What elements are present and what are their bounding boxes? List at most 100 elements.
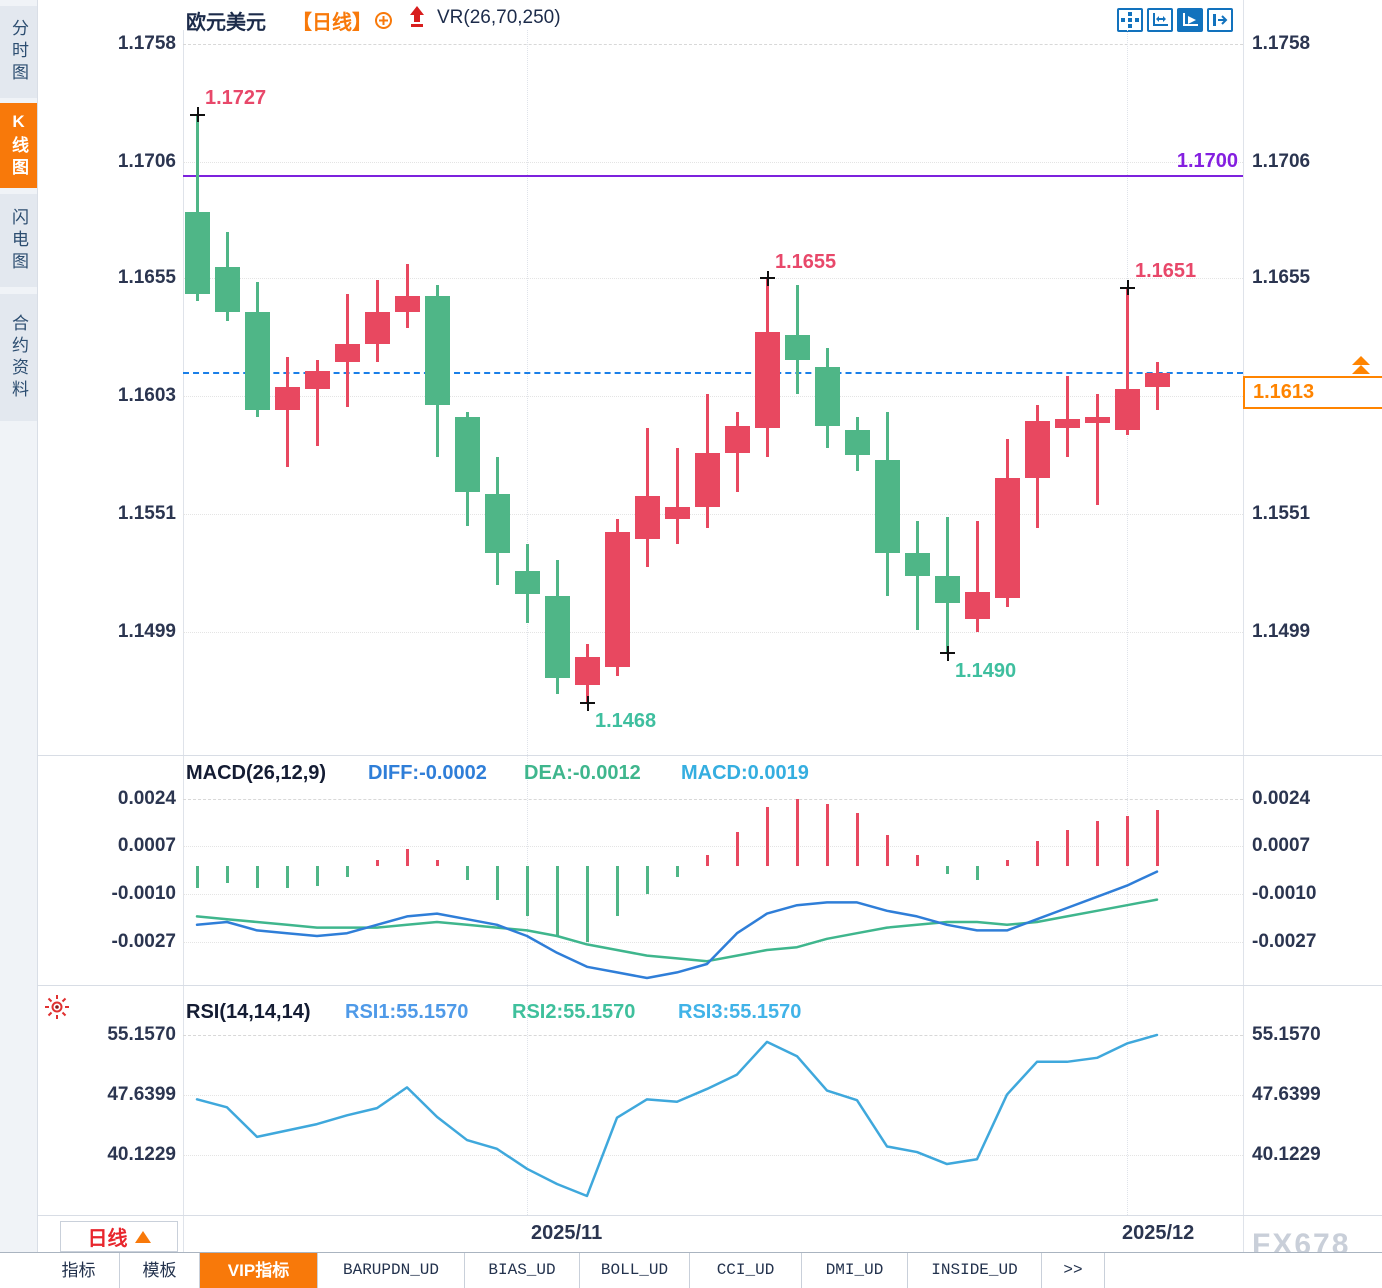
candle-wick: [286, 357, 289, 467]
resistance-line: [183, 174, 1243, 177]
candle-body: [545, 596, 570, 678]
macd-axis-label: 0.0024: [117, 787, 176, 809]
sidebar-item-timeline-chart[interactable]: 分时图: [0, 6, 37, 98]
candle-body: [905, 552, 930, 576]
candle-body: [695, 452, 720, 508]
price-gridline: [183, 162, 1243, 163]
sun-marker-icon[interactable]: [44, 994, 70, 1025]
candle-body: [815, 366, 840, 426]
price-annotation: 1.1468: [595, 709, 657, 732]
macd-diff-value: DIFF:-0.0002: [368, 762, 487, 784]
macd-histogram-bar: [1036, 840, 1039, 866]
macd-histogram-bar: [496, 866, 499, 900]
macd-histogram-bar: [346, 866, 349, 878]
macd-histogram-bar: [736, 832, 739, 866]
sidebar-item-lightning-chart[interactable]: 闪电图: [0, 194, 37, 287]
price-gridline: [183, 396, 1243, 398]
price-gridline: [183, 514, 1243, 516]
price-axis-label: 1.1758: [1252, 32, 1311, 54]
price-axis-label: 1.1655: [117, 266, 176, 288]
candle-body: [365, 311, 390, 344]
tab-boll-ud[interactable]: BOLL_UD: [580, 1253, 690, 1288]
period-selector[interactable]: 日线: [60, 1221, 178, 1252]
macd-histogram-bar: [436, 860, 439, 866]
tab-inside-ud[interactable]: INSIDE_UD: [908, 1253, 1042, 1288]
tab-indicators[interactable]: 指标: [38, 1253, 120, 1288]
macd-axis-label: 0.0007: [117, 835, 176, 857]
macd-axis-label: -0.0010: [111, 883, 176, 904]
macd-dea-value: DEA:-0.0012: [524, 762, 641, 784]
rsi-axis-label: 47.6399: [107, 1084, 176, 1106]
period-selector-label: 日线: [87, 1228, 128, 1250]
candle-body: [1115, 389, 1140, 431]
price-gridline: [183, 277, 1243, 279]
price-annotation: 1.1655: [775, 250, 837, 273]
candle-body: [1025, 421, 1050, 478]
tab-bias-ud[interactable]: BIAS_UD: [465, 1253, 580, 1288]
tab-barupdn-ud[interactable]: BARUPDN_UD: [318, 1253, 465, 1288]
price-annotation: 1.1490: [955, 659, 1017, 682]
price-axis-label: 1.1499: [117, 621, 176, 643]
price-annotation: 1.1651: [1135, 260, 1197, 282]
last-price-tag: 1.1613: [1243, 376, 1382, 410]
macd-histogram-bar: [1096, 821, 1099, 866]
macd-histogram-bar: [1126, 815, 1129, 866]
tab-more[interactable]: >>: [1042, 1253, 1105, 1288]
red-up-arrow-icon: [408, 5, 426, 34]
candle-body: [305, 371, 330, 390]
macd-gridline: [183, 846, 1243, 848]
macd-axis-label: -0.0010: [1252, 883, 1317, 904]
macd-histogram-bar: [226, 866, 229, 883]
circle-plus-icon[interactable]: [374, 11, 393, 35]
macd-histogram-bar: [766, 807, 769, 866]
macd-histogram-bar: [526, 866, 529, 917]
rsi-axis-label: 40.1229: [1252, 1144, 1321, 1166]
candle-body: [875, 459, 900, 553]
rsi3-value: RSI3:55.1570: [678, 1001, 802, 1023]
sidebar: 分时图 K线图 闪电图 合约资料: [0, 0, 38, 1288]
macd-axis-label: -0.0027: [1252, 930, 1317, 952]
macd-histogram-bar: [916, 854, 919, 866]
macd-histogram-bar: [886, 835, 889, 866]
tab-dmi-ud[interactable]: DMI_UD: [802, 1253, 908, 1288]
rsi-axis-label: 40.1229: [107, 1144, 176, 1166]
sidebar-item-kline-chart[interactable]: K线图: [0, 103, 37, 188]
macd-histogram-bar: [976, 866, 979, 880]
macd-gridline: [183, 941, 1243, 943]
tab-cci-ud[interactable]: CCI_UD: [690, 1253, 802, 1288]
candle-body: [275, 386, 300, 410]
price-gridline: [183, 43, 1243, 45]
rsi-panel-separator[interactable]: [37, 985, 1382, 986]
macd-histogram-bar: [946, 866, 949, 875]
candle-wick: [1126, 287, 1129, 435]
period-tag[interactable]: 【日线】: [292, 12, 372, 34]
macd-histogram-bar: [856, 812, 859, 866]
axis-zoom-icon[interactable]: [1147, 8, 1173, 32]
macd-histogram-bar: [646, 866, 649, 894]
candle-body: [935, 575, 960, 603]
sidebar-item-contract-info[interactable]: 合约资料: [0, 294, 37, 421]
tab-templates[interactable]: 模板: [120, 1253, 200, 1288]
candle-body: [755, 332, 780, 428]
scroll-latest-icon[interactable]: [1207, 8, 1233, 32]
candle-body: [845, 430, 870, 456]
macd-panel-separator[interactable]: [37, 755, 1382, 756]
tab-vip-indicators[interactable]: VIP指标: [200, 1253, 318, 1288]
candle-body: [425, 296, 450, 406]
candle-body: [515, 571, 540, 594]
candle-wick: [1096, 393, 1099, 506]
macd-histogram-bar: [286, 866, 289, 889]
rsi2-value: RSI2:55.1570: [512, 1001, 636, 1023]
pan-crosshair-icon[interactable]: [1117, 8, 1143, 32]
macd-title: MACD(26,12,9): [186, 762, 327, 784]
chart-toolbar: [1117, 8, 1233, 32]
candle-body: [635, 496, 660, 540]
macd-histogram-bar: [1066, 829, 1069, 866]
candle-body: [965, 591, 990, 619]
macd-histogram-bar: [466, 866, 469, 880]
auto-scale-icon[interactable]: [1177, 8, 1203, 32]
crosshair-marker: [580, 695, 595, 711]
macd-histogram-bar: [1006, 860, 1009, 866]
crosshair-marker: [760, 270, 775, 286]
candle-body: [455, 416, 480, 492]
